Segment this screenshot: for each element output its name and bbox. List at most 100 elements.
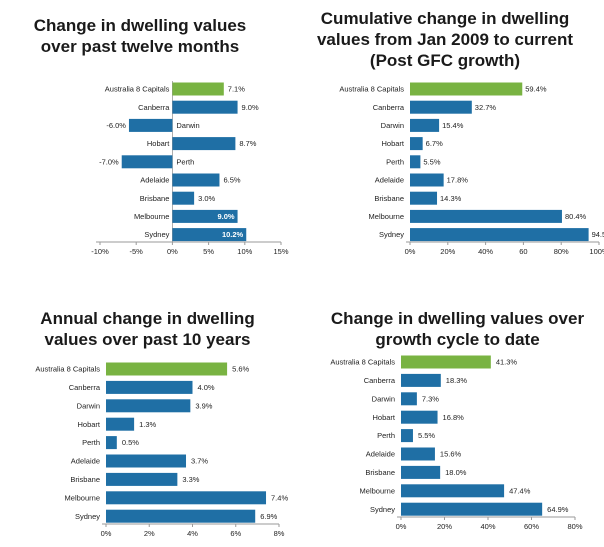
category-label: Adelaide — [140, 176, 169, 185]
category-label: Australia 8 Capitals — [35, 365, 100, 374]
bar — [401, 429, 413, 443]
bar-chart: 0% 20% 40% 60 80% 100% Australia 8 Capitals 59.… — [339, 82, 604, 256]
value-label: 6.9% — [260, 512, 277, 521]
bar — [172, 228, 247, 242]
value-label: 5.5% — [423, 157, 440, 166]
category-label: Melbourne — [369, 212, 404, 221]
bar-chart: 0% 2% 4% 6% 8% Australia 8 Capitals 5.6% Canber… — [35, 362, 288, 538]
category-label: Sydney — [379, 230, 404, 239]
value-label: 80.4% — [565, 212, 587, 221]
bar — [172, 100, 238, 114]
bar — [401, 447, 435, 461]
x-tick-label: 2% — [144, 529, 155, 538]
value-label: 15.4% — [442, 121, 464, 130]
x-tick-label: 0% — [167, 247, 178, 256]
x-tick-label: 0% — [101, 529, 112, 538]
value-label: 6.7% — [426, 139, 443, 148]
category-label: Sydney — [370, 505, 395, 514]
category-label: Melbourne — [360, 486, 395, 495]
bar — [106, 509, 256, 523]
value-label: 47.4% — [509, 486, 531, 495]
bar — [410, 82, 523, 96]
bar — [106, 491, 267, 505]
category-label: Melbourne — [134, 212, 169, 221]
category-label: Canberra — [138, 103, 170, 112]
category-label: Australia 8 Capitals — [330, 358, 395, 367]
value-label: 4.0% — [198, 383, 215, 392]
category-label: Darwin — [176, 121, 199, 130]
value-label: -7.0% — [99, 157, 119, 166]
value-label: 5.5% — [418, 431, 435, 440]
bar — [410, 173, 444, 187]
bar — [401, 484, 505, 498]
value-label: 14.3% — [440, 194, 462, 203]
x-tick-label: 80% — [567, 522, 582, 531]
x-tick-label: 40% — [478, 247, 493, 256]
bar — [410, 228, 589, 242]
category-label: Adelaide — [375, 176, 404, 185]
bar — [106, 436, 117, 450]
x-tick-label: 60% — [524, 522, 539, 531]
value-label: 18.3% — [446, 376, 468, 385]
bar — [410, 191, 438, 205]
value-label: 3.9% — [195, 401, 212, 410]
x-tick-label: 6% — [230, 529, 241, 538]
value-label: 1.3% — [139, 420, 156, 429]
bar — [106, 472, 178, 486]
category-label: Brisbane — [70, 475, 100, 484]
category-label: Canberra — [373, 103, 405, 112]
x-tick-label: 4% — [187, 529, 198, 538]
bar — [401, 465, 441, 479]
value-label: 94.5% — [592, 230, 604, 239]
bar — [172, 82, 224, 96]
bar — [106, 380, 193, 394]
category-label: Australia 8 Capitals — [105, 85, 170, 94]
x-tick-label: 8% — [274, 529, 285, 538]
category-label: Brisbane — [365, 468, 395, 477]
category-label: Canberra — [69, 383, 101, 392]
category-label: Sydney — [144, 230, 169, 239]
bar — [106, 417, 135, 431]
bar — [401, 502, 543, 516]
value-label: 17.8% — [447, 176, 469, 185]
bar — [410, 118, 440, 132]
bar — [106, 399, 191, 413]
category-label: Sydney — [75, 512, 100, 521]
bar — [106, 454, 187, 468]
x-tick-label: 0% — [396, 522, 407, 531]
category-label: Darwin — [381, 121, 404, 130]
value-label: 10.2% — [222, 230, 244, 239]
category-label: Hobart — [77, 420, 100, 429]
value-label: 7.1% — [228, 85, 245, 94]
value-label: 16.8% — [443, 413, 465, 422]
bar — [410, 137, 423, 151]
bar — [401, 410, 438, 424]
value-label: -6.0% — [106, 121, 126, 130]
category-label: Hobart — [372, 413, 395, 422]
category-label: Adelaide — [71, 457, 100, 466]
value-label: 18.0% — [445, 468, 467, 477]
bar-chart: -10% -5% 0% 5% 10% 15% Australia 8 Capitals 7.1… — [91, 81, 289, 256]
x-tick-label: 15% — [273, 247, 288, 256]
x-tick-label: -10% — [91, 247, 109, 256]
bar — [121, 155, 173, 169]
value-label: 59.4% — [525, 85, 547, 94]
category-label: Adelaide — [366, 450, 395, 459]
value-label: 32.7% — [475, 103, 497, 112]
chart-title: Cumulative change in dwelling values fro… — [316, 9, 574, 70]
value-label: 0.5% — [122, 438, 139, 447]
category-label: Hobart — [381, 139, 404, 148]
value-label: 5.6% — [232, 365, 249, 374]
category-label: Brisbane — [140, 194, 170, 203]
category-label: Perth — [82, 438, 100, 447]
value-label: 3.3% — [182, 475, 199, 484]
x-tick-label: 20% — [440, 247, 455, 256]
x-tick-label: 10% — [237, 247, 252, 256]
category-label: Australia 8 Capitals — [339, 85, 404, 94]
x-tick-label: 40% — [480, 522, 495, 531]
bar — [401, 392, 417, 406]
x-tick-label: 80% — [554, 247, 569, 256]
bar — [172, 173, 220, 187]
chart-title: Annual change in dwelling values over pa… — [40, 309, 255, 349]
value-label: 9.0% — [242, 103, 259, 112]
